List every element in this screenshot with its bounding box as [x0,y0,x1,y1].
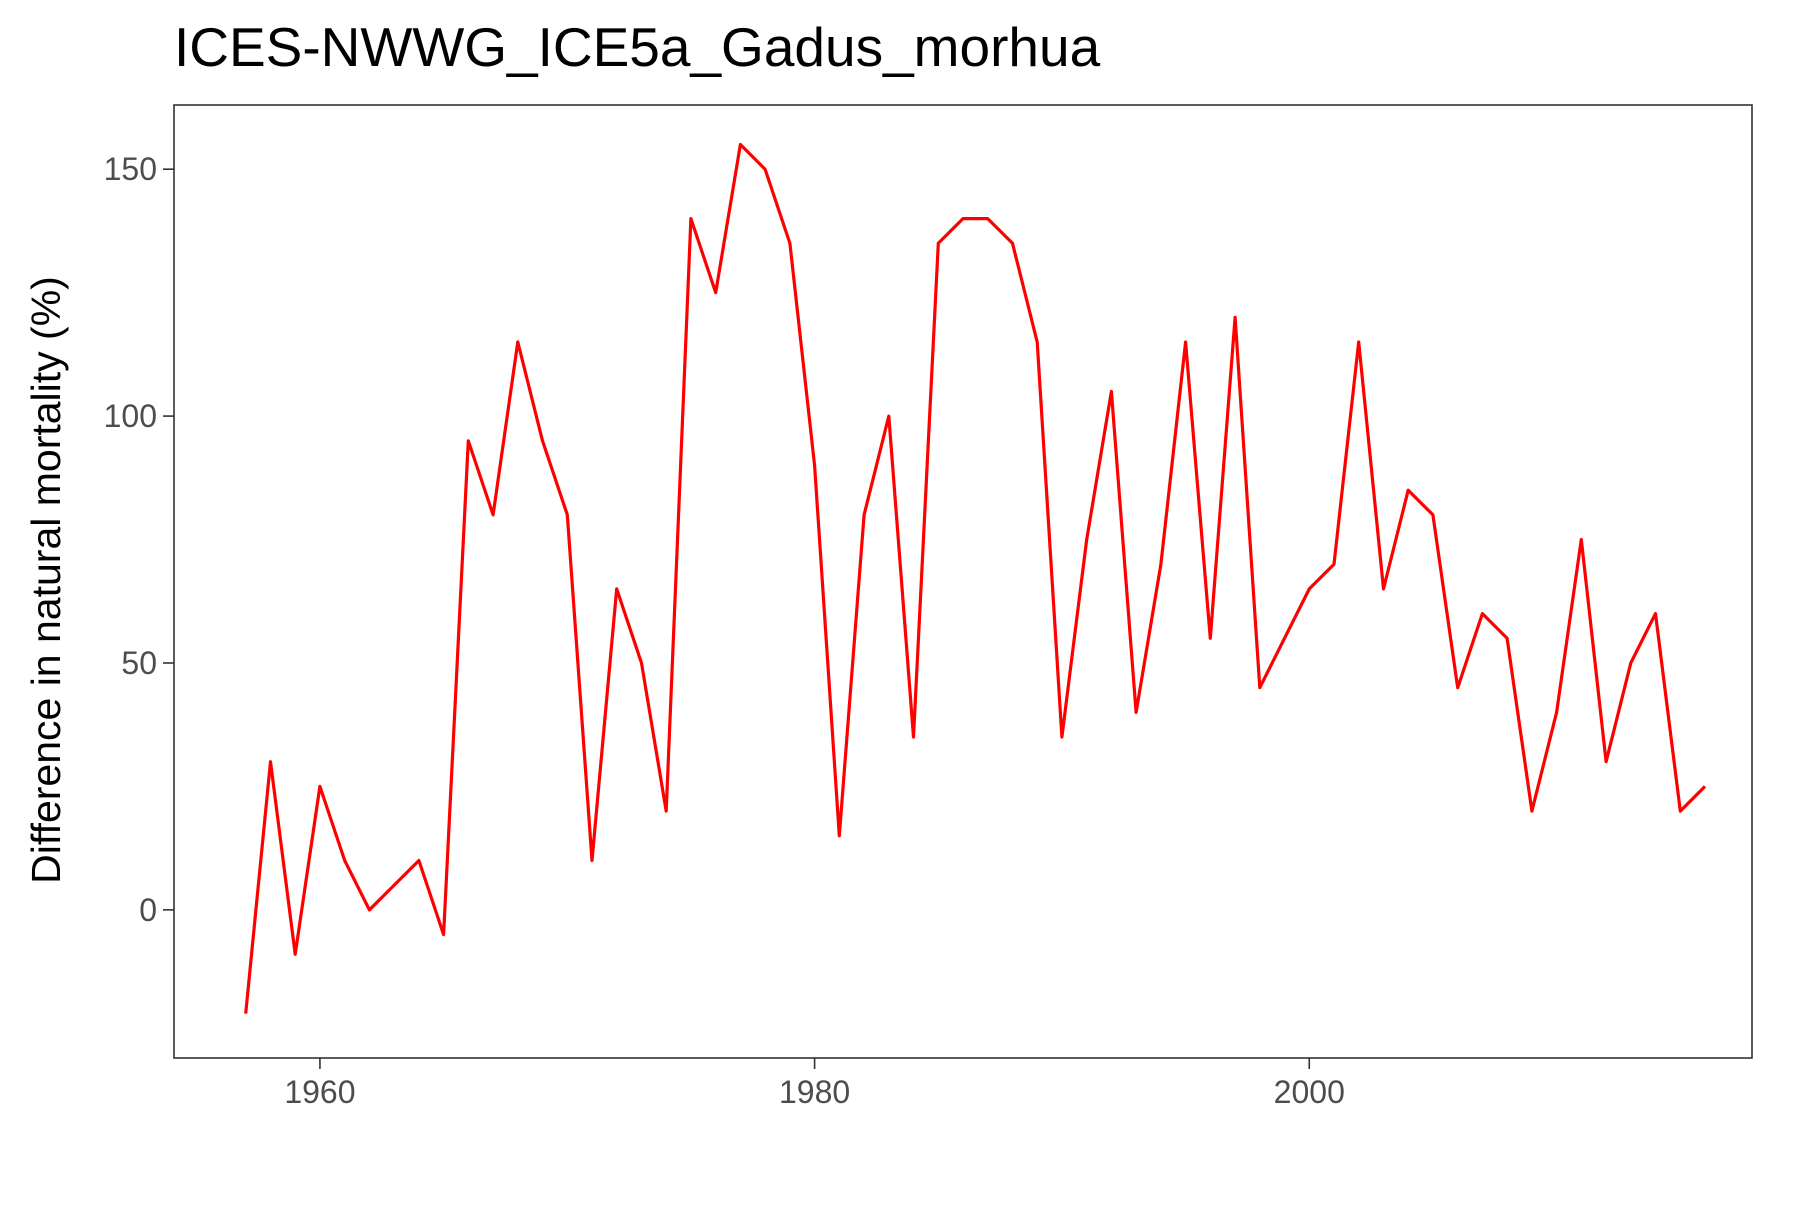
y-tick-label: 50 [121,645,157,681]
y-axis-title: Difference in natural mortality (%) [23,276,69,884]
y-tick-label: 100 [104,398,157,434]
y-tick-label: 0 [139,892,157,928]
series-line [244,142,1707,1014]
chart-title: ICES-NWWG_ICE5a_Gadus_morhua [174,16,1101,78]
y-tick-label: 150 [104,151,157,187]
plot-marks [244,142,1707,1014]
x-tick-label: 2000 [1274,1074,1345,1110]
axis-ticks: 0 50 100 150 1960 1980 2000 [104,151,1345,1110]
x-tick-label: 1960 [284,1074,355,1110]
x-tick-label: 1980 [779,1074,850,1110]
plot-panel-border [173,104,1753,1059]
